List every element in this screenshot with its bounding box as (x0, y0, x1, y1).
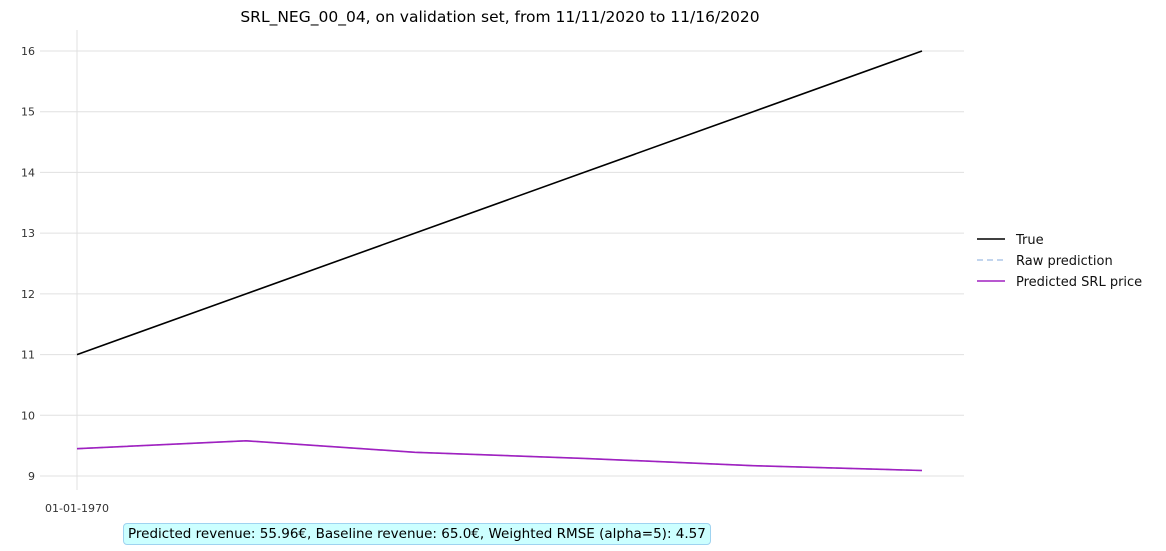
y-tick-label: 13 (21, 227, 35, 240)
chart-title: SRL_NEG_00_04, on validation set, from 1… (240, 8, 759, 27)
y-tick-label: 10 (21, 409, 35, 422)
series-line-2 (76, 439, 923, 472)
y-tick-label: 12 (21, 288, 35, 301)
y-tick-label: 14 (21, 166, 35, 179)
legend-label-2: Predicted SRL price (1016, 275, 1142, 290)
legend-label-1: Raw prediction (1016, 254, 1113, 269)
y-tick-label: 9 (28, 470, 35, 483)
x-tick-label: 01-01-1970 (45, 502, 109, 515)
y-axis-ticks: 9 10 11 12 13 14 15 16 (21, 45, 35, 483)
series-lines (76, 50, 923, 472)
y-tick-label: 11 (21, 349, 35, 362)
series-line-0 (76, 50, 923, 356)
grid (40, 30, 964, 490)
y-tick-label: 15 (21, 106, 35, 119)
metrics-annotation: Predicted revenue: 55.96€, Baseline reve… (123, 523, 711, 545)
y-tick-label: 16 (21, 45, 35, 58)
x-axis-ticks: 01-01-1970 (45, 502, 109, 515)
legend-label-0: True (1015, 233, 1044, 248)
legend: True Raw prediction Predicted SRL price (977, 233, 1142, 290)
